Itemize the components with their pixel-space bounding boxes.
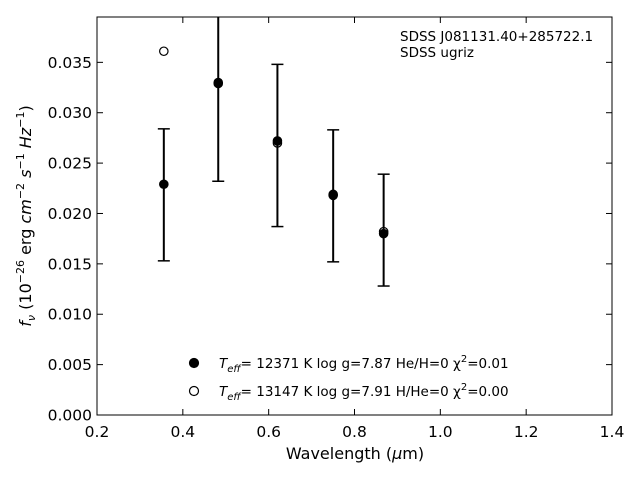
- open-circle-point: [328, 190, 338, 201]
- x-axis-label: Wavelength (μm): [286, 444, 424, 463]
- filled-circle-point: [272, 136, 283, 146]
- x-tick-label: 0.6: [256, 423, 281, 441]
- svg-text:fν (10−26 erg cm−2 s−1 Hz−1): fν (10−26 erg cm−2 s−1 Hz−1): [14, 105, 38, 326]
- y-tick-label: 0.035: [48, 54, 92, 72]
- y-tick-label: 0.000: [48, 407, 92, 425]
- legend: Teff= 12371 K log g=7.87 He/H=0 χ2=0.01 …: [188, 354, 509, 403]
- annotation-line-2: SDSS ugriz: [400, 45, 474, 61]
- y-tick-label: 0.015: [48, 255, 92, 273]
- y-tick-label: 0.025: [48, 155, 92, 173]
- legend-marker-filled: [188, 357, 200, 369]
- open-circle-point: [272, 138, 283, 148]
- data-markers: [159, 46, 389, 239]
- x-tick-label: 0.2: [85, 423, 110, 441]
- legend-entry-open: Teff= 13147 K log g=7.91 H/He=0 χ2=0.00: [188, 382, 509, 403]
- open-circle-point: [159, 46, 169, 57]
- x-tick-label: 1.4: [600, 423, 625, 441]
- x-axis: 0.2 0.4 0.6 0.8 1.0 1.2 1.4: [85, 17, 625, 441]
- plot-area: 0.2 0.4 0.6 0.8 1.0 1.2 1.4 0.0000.0050.0100.0…: [48, 16, 625, 441]
- x-tick-label: 1.2: [514, 423, 539, 441]
- legend-label-open: Teff= 13147 K log g=7.91 H/He=0 χ2=0.00: [219, 382, 509, 403]
- filled-circle-point: [159, 179, 169, 190]
- x-tick-label: 0.4: [171, 423, 196, 441]
- filled-circle-point: [378, 228, 389, 239]
- x-tick-label: 0.8: [342, 423, 367, 441]
- object-annotation: SDSS J081131.40+285722.1 SDSS ugriz: [400, 29, 593, 61]
- error-bars: [157, 17, 390, 287]
- y-axis: 0.000 0.005 0.010 0.015 0.020 0.025 0.030 0.035: [48, 54, 612, 425]
- y-tick-label: 0.030: [48, 104, 92, 122]
- y-tick-label: 0.005: [48, 356, 92, 374]
- y-tick-label: 0.020: [48, 205, 92, 223]
- y-tick-label: 0.010: [48, 306, 92, 324]
- legend-marker-open: [188, 385, 200, 397]
- annotation-line-1: SDSS J081131.40+285722.1: [400, 29, 593, 45]
- legend-label-filled: Teff= 12371 K log g=7.87 He/H=0 χ2=0.01: [219, 354, 509, 375]
- y-axis-label: fν (10−26 erg cm−2 s−1 Hz−1): [14, 105, 38, 326]
- open-circle-point: [213, 77, 224, 88]
- open-circle-point: [378, 226, 389, 237]
- legend-entry-filled: Teff= 12371 K log g=7.87 He/H=0 χ2=0.01: [188, 354, 509, 375]
- x-tick-label: 1.0: [428, 423, 453, 441]
